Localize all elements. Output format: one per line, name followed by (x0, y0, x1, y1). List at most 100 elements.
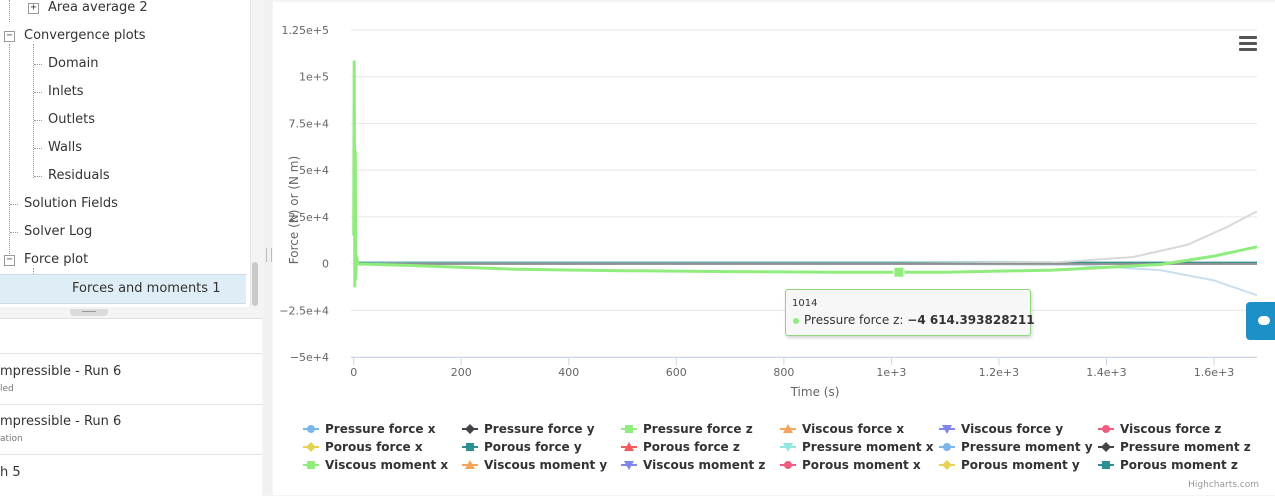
triangle-down-legend-icon (939, 425, 955, 434)
collapse-icon[interactable]: − (4, 31, 15, 42)
tree-item-label: Residuals (48, 168, 110, 183)
tree-scrollbar[interactable] (252, 262, 258, 306)
tree-item-domain[interactable]: Domain (0, 50, 250, 78)
diamond-legend-icon (303, 442, 319, 452)
diamond-legend-icon (1098, 442, 1114, 452)
tree-item-outlets[interactable]: Outlets (0, 106, 250, 134)
tree-connector (34, 92, 42, 93)
legend-label: Porous force y (484, 440, 582, 454)
legend-label: Porous moment y (961, 458, 1080, 472)
diamond-legend-icon (939, 460, 955, 470)
x-tick-label: 200 (451, 366, 472, 379)
run-subtitle: ation (0, 434, 23, 444)
run-list-item[interactable]: h 5 (0, 455, 262, 495)
tree-item-area-average-2[interactable]: + Area average 2 (0, 0, 250, 22)
x-tick-label: 1.6e+3 (1194, 366, 1234, 379)
legend-label: Pressure moment z (1120, 440, 1251, 454)
legend-label: Viscous moment x (325, 458, 449, 472)
legend-label: Pressure force y (484, 422, 595, 436)
legend-label: Porous moment x (802, 458, 921, 472)
legend-label: Pressure force z (643, 422, 753, 436)
tree-item-solver-log[interactable]: Solver Log (0, 218, 250, 246)
run-title: h 5 (0, 465, 21, 480)
series-line (353, 210, 1258, 265)
triangle-legend-icon (780, 424, 796, 433)
collapse-icon[interactable]: − (4, 255, 15, 266)
tree-connector (10, 204, 18, 205)
x-tick-label: 400 (558, 366, 579, 379)
tree-connector (34, 120, 42, 121)
run-list-item[interactable]: mpressible - Run 6 led (0, 353, 262, 405)
tree-item-label: Inlets (48, 84, 84, 99)
y-axis-label: Force (N) or (N m) (287, 156, 301, 264)
expand-icon[interactable]: + (28, 3, 39, 14)
tree-connector (10, 232, 18, 233)
legend-label: Pressure moment x (802, 440, 934, 454)
y-tick-label: −5e+4 (290, 351, 329, 364)
square-legend-icon (303, 461, 319, 469)
left-panel: + Area average 2 − Convergence plots Dom… (0, 0, 264, 496)
chart-menu-icon[interactable] (1239, 36, 1257, 52)
tree-connector (9, 44, 10, 264)
force-chart: 1.25e+5 1e+5 7.5e+4 5e+4 2.5e+4 0 −2.5e+4 −5e+4… (273, 2, 1275, 495)
tooltip-x-value: 1014 (792, 298, 818, 309)
tree-item-inlets[interactable]: Inlets (0, 78, 250, 106)
tooltip-series-dot (793, 318, 799, 324)
y-tick-label: 5e+4 (299, 164, 329, 177)
tree-connector (9, 0, 10, 22)
run-list-item[interactable]: mpressible - Run 6 ation (0, 404, 262, 455)
x-axis-label: Time (s) (790, 385, 840, 399)
chat-bubble-icon[interactable] (1246, 302, 1275, 340)
tree-item-label: Force plot (24, 252, 89, 267)
chart-legend: Pressure force x Pressure force y Pressure… (303, 420, 1263, 480)
tree-connector (34, 176, 42, 177)
series-line (352, 60, 1258, 288)
tree-item-force-plot[interactable]: − Force plot (0, 246, 250, 274)
y-tick-label: 7.5e+4 (289, 117, 329, 130)
x-tick-label: 0 (350, 366, 357, 379)
legend-label: Pressure force x (325, 422, 436, 436)
tree-item-forces-and-moments-1[interactable]: Forces and moments 1 (0, 274, 246, 304)
results-tree: + Area average 2 − Convergence plots Dom… (0, 0, 251, 307)
triangle-down-legend-icon (621, 461, 637, 470)
circle-legend-icon (1098, 425, 1114, 433)
tree-connector (34, 148, 42, 149)
tooltip-value: −4 614.393828211 (907, 313, 1035, 327)
y-tick-label: 2.5e+4 (289, 211, 329, 224)
tree-item-residuals[interactable]: Residuals (0, 162, 250, 190)
tree-connector (33, 44, 34, 178)
panel-resize-handle[interactable] (70, 309, 108, 316)
tree-item-solution-fields[interactable]: Solution Fields (0, 190, 250, 218)
panel-splitter[interactable] (264, 0, 272, 495)
chart-canvas: 1.25e+5 1e+5 7.5e+4 5e+4 2.5e+4 0 −2.5e+4 −5e+4… (279, 24, 1258, 399)
tree-item-label: Solver Log (24, 224, 93, 239)
tree-item-label: Walls (48, 140, 82, 155)
tree-item-label: Convergence plots (24, 28, 146, 43)
tree-item-convergence-plots[interactable]: − Convergence plots (0, 22, 250, 50)
x-tick-label: 600 (666, 366, 687, 379)
legend-label: Pressure moment y (961, 440, 1093, 454)
tree-item-label: Area average 2 (48, 0, 148, 15)
runs-list: mpressible - Run 6 led mpressible - Run … (0, 318, 262, 496)
x-tick-label: 1.4e+3 (1086, 366, 1126, 379)
y-tick-label: −2.5e+4 (279, 304, 329, 317)
chart-tooltip: 1014 Pressure force z: −4 614.393828211 (785, 289, 1035, 336)
square-legend-icon (462, 443, 478, 451)
x-tick-label: 1e+3 (876, 366, 906, 379)
tree-item-label: Forces and moments 1 (72, 281, 221, 296)
x-tick-label: 1.2e+3 (979, 366, 1019, 379)
legend-label: Porous force z (643, 440, 740, 454)
tree-connector (34, 64, 42, 65)
tree-item-label: Outlets (48, 112, 96, 127)
tooltip-line: Pressure force z: −4 614.393828211 (804, 313, 1035, 327)
legend-label: Viscous moment y (484, 458, 608, 472)
tooltip-series-label: Pressure force z: (804, 313, 904, 327)
legend-label: Porous moment z (1120, 458, 1238, 472)
square-legend-icon (1098, 461, 1114, 469)
tree-item-walls[interactable]: Walls (0, 134, 250, 162)
hover-point-marker (893, 266, 905, 278)
y-tick-label: 0 (322, 258, 329, 271)
splitter-grip-icon[interactable] (266, 248, 272, 262)
legend-label: Viscous force y (961, 422, 1064, 436)
highcharts-credits-link[interactable]: Highcharts.com (1188, 480, 1259, 490)
